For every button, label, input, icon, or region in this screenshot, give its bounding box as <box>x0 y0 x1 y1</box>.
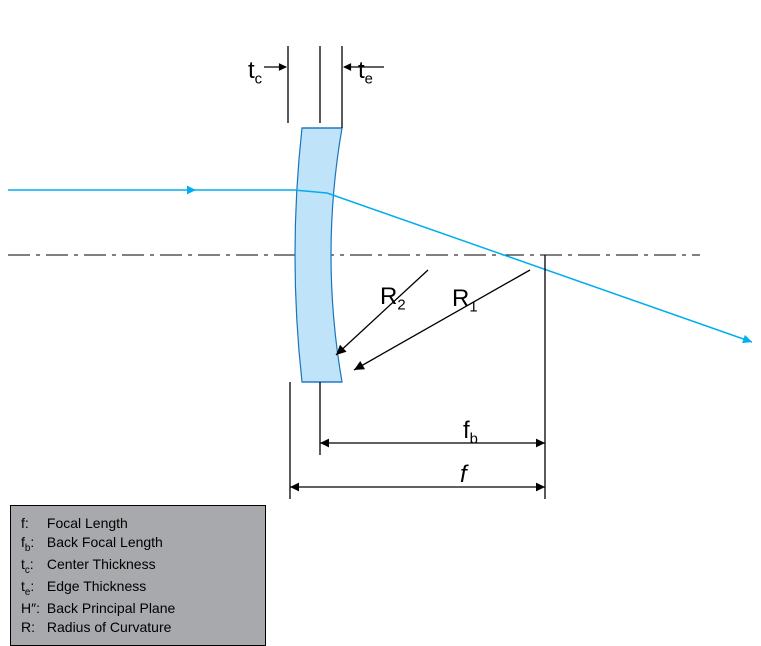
light-ray <box>8 186 752 343</box>
dim-radii: R2 R1 <box>336 270 530 370</box>
svg-text:tc: tc <box>248 57 263 87</box>
svg-text:f: f <box>460 461 469 488</box>
legend-item: te: Edge Thickness <box>21 577 253 599</box>
legend-item: H″: Back Principal Plane <box>21 599 253 618</box>
svg-text:R2: R2 <box>380 283 406 313</box>
legend-item: R: Radius of Curvature <box>21 618 253 637</box>
lens-shape <box>295 128 342 382</box>
legend-item: fb: Back Focal Length <box>21 533 253 555</box>
legend-item: tc: Center Thickness <box>21 555 253 577</box>
svg-text:te: te <box>358 57 373 87</box>
legend-item: f: Focal Length <box>21 514 253 533</box>
svg-text:R1: R1 <box>452 285 478 315</box>
dim-thickness: tc te <box>248 46 384 128</box>
legend-box: f: Focal Lengthfb: Back Focal Lengthtc: … <box>10 505 266 646</box>
svg-text:fb: fb <box>463 417 478 447</box>
